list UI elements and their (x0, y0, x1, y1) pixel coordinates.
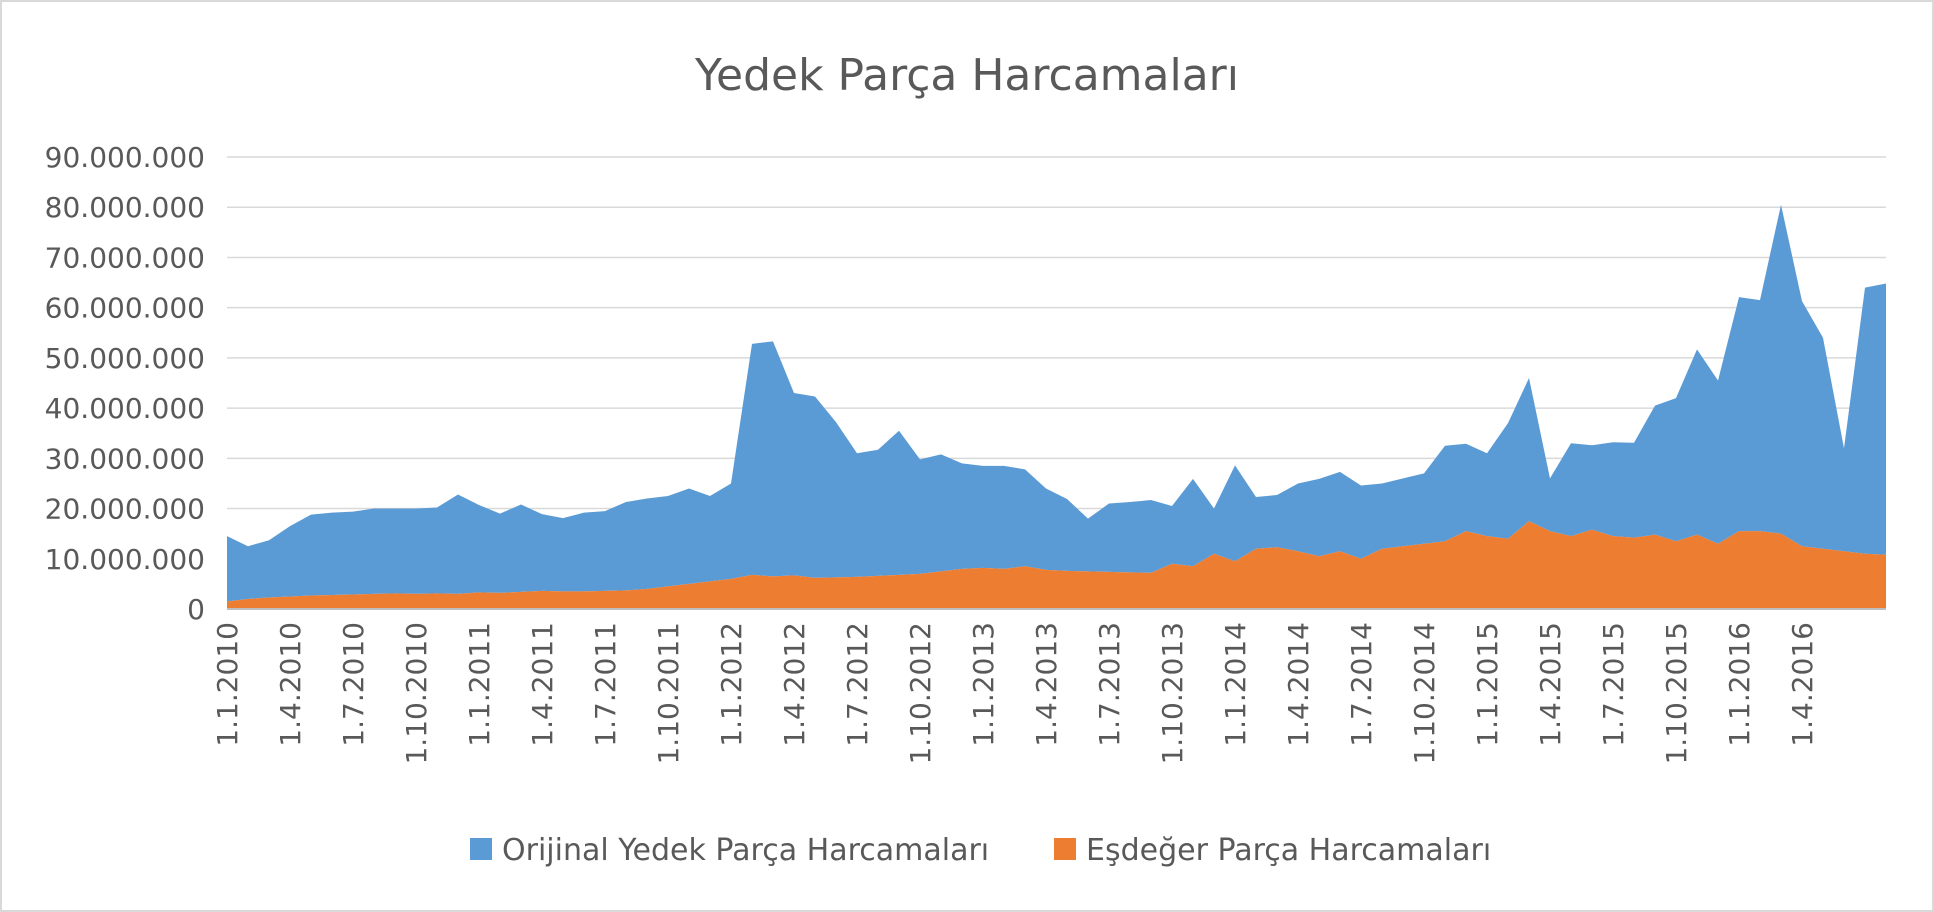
legend-swatch (470, 838, 492, 860)
chart-title: Yedek Parça Harcamaları (694, 50, 1239, 101)
x-tick-label: 1.4.2011 (526, 622, 559, 747)
area-series (227, 204, 1886, 609)
x-axis-ticks: 1.1.2010 1.4.2010 1.7.2010 1.10.2010 1.1.201… (211, 622, 1819, 765)
x-tick-label: 1.10.2011 (652, 622, 685, 765)
x-tick-label: 1.1.2010 (211, 622, 244, 747)
x-tick-label: 1.1.2014 (1219, 622, 1252, 747)
area-series-esdeger (227, 521, 1886, 609)
x-tick-label: 1.1.2012 (715, 622, 748, 747)
x-tick-label: 1.4.2015 (1534, 622, 1567, 747)
y-tick-label: 70.000.000 (45, 241, 205, 274)
x-tick-label: 1.10.2010 (400, 622, 433, 765)
x-tick-label: 1.7.2012 (841, 622, 874, 747)
x-tick-label: 1.1.2016 (1723, 622, 1756, 747)
x-tick-label: 1.7.2010 (337, 622, 370, 747)
x-tick-label: 1.1.2013 (967, 622, 1000, 747)
x-tick-label: 1.7.2014 (1345, 622, 1378, 747)
y-tick-label: 60.000.000 (45, 292, 205, 325)
y-tick-label: 0 (187, 593, 205, 626)
area-series-orijinal (227, 204, 1886, 602)
x-tick-label: 1.4.2012 (778, 622, 811, 747)
x-tick-label: 1.10.2015 (1660, 622, 1693, 765)
x-tick-label: 1.4.2016 (1786, 622, 1819, 747)
x-tick-label: 1.1.2011 (463, 622, 496, 747)
legend: Orijinal Yedek Parça Harcamaları Eşdeğer … (470, 833, 1491, 868)
x-tick-label: 1.4.2014 (1282, 622, 1315, 747)
x-tick-label: 1.10.2014 (1408, 622, 1441, 765)
y-tick-label: 10.000.000 (45, 543, 205, 576)
legend-label: Orijinal Yedek Parça Harcamaları (502, 833, 989, 868)
x-tick-label: 1.10.2013 (1156, 622, 1189, 765)
x-tick-label: 1.7.2015 (1597, 622, 1630, 747)
y-tick-label: 90.000.000 (45, 141, 205, 174)
y-axis-ticks: 0 10.000.000 20.000.000 30.000.000 40.000.00… (45, 141, 205, 626)
y-tick-label: 80.000.000 (45, 191, 205, 224)
x-tick-label: 1.4.2010 (274, 622, 307, 747)
x-tick-label: 1.4.2013 (1030, 622, 1063, 747)
y-tick-label: 30.000.000 (45, 442, 205, 475)
y-tick-label: 40.000.000 (45, 392, 205, 425)
x-tick-label: 1.1.2015 (1471, 622, 1504, 747)
x-tick-label: 1.7.2013 (1093, 622, 1126, 747)
y-tick-label: 20.000.000 (45, 493, 205, 526)
legend-swatch (1054, 838, 1076, 860)
x-tick-label: 1.10.2012 (904, 622, 937, 765)
x-tick-label: 1.7.2011 (589, 622, 622, 747)
legend-label: Eşdeğer Parça Harcamaları (1086, 833, 1491, 868)
y-tick-label: 50.000.000 (45, 342, 205, 375)
